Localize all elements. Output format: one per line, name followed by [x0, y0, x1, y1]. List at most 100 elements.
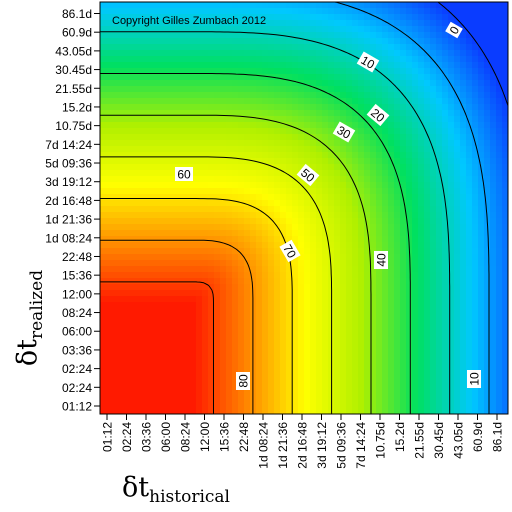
- heatmap-cell: [226, 326, 233, 333]
- heatmap-cell: [130, 236, 137, 243]
- heatmap-cell: [460, 8, 467, 15]
- heatmap-cell: [460, 320, 467, 327]
- heatmap-cell: [280, 92, 287, 99]
- heatmap-cell: [316, 20, 323, 27]
- heatmap-cell: [466, 104, 473, 111]
- heatmap-cell: [448, 146, 455, 153]
- heatmap-cell: [130, 368, 137, 375]
- heatmap-cell: [136, 230, 143, 237]
- heatmap-cell: [478, 86, 485, 93]
- heatmap-cell: [160, 26, 167, 33]
- heatmap-cell: [490, 278, 497, 285]
- heatmap-cell: [172, 368, 179, 375]
- heatmap-cell: [316, 212, 323, 219]
- heatmap-cell: [292, 2, 299, 9]
- heatmap-cell: [160, 128, 167, 135]
- heatmap-cell: [334, 236, 341, 243]
- heatmap-cell: [130, 14, 137, 21]
- heatmap-cell: [346, 248, 353, 255]
- heatmap-cell: [370, 26, 377, 33]
- heatmap-cell: [118, 308, 125, 315]
- heatmap-cell: [136, 32, 143, 39]
- heatmap-cell: [418, 290, 425, 297]
- heatmap-cell: [100, 368, 107, 375]
- heatmap-cell: [472, 404, 479, 411]
- heatmap-cell: [184, 74, 191, 81]
- heatmap-cell: [238, 62, 245, 69]
- heatmap-cell: [238, 320, 245, 327]
- heatmap-cell: [214, 338, 221, 345]
- heatmap-cell: [442, 14, 449, 21]
- heatmap-cell: [496, 338, 503, 345]
- heatmap-cell: [112, 98, 119, 105]
- heatmap-cell: [448, 392, 455, 399]
- heatmap-cell: [490, 176, 497, 183]
- heatmap-cell: [184, 26, 191, 33]
- heatmap-cell: [310, 398, 317, 405]
- heatmap-cell: [166, 158, 173, 165]
- heatmap-cell: [286, 368, 293, 375]
- heatmap-cell: [142, 272, 149, 279]
- heatmap-cell: [442, 398, 449, 405]
- heatmap-cell: [232, 350, 239, 357]
- heatmap-cell: [466, 56, 473, 63]
- heatmap-cell: [106, 254, 113, 261]
- contour-label: 10: [467, 370, 482, 388]
- heatmap-cell: [118, 164, 125, 171]
- heatmap-cell: [118, 122, 125, 129]
- heatmap-cell: [376, 296, 383, 303]
- heatmap-cell: [490, 260, 497, 267]
- heatmap-cell: [466, 218, 473, 225]
- heatmap-cell: [106, 2, 113, 9]
- heatmap-cell: [160, 38, 167, 45]
- heatmap-cell: [454, 362, 461, 369]
- heatmap-cell: [454, 20, 461, 27]
- heatmap-cell: [184, 218, 191, 225]
- heatmap-cell: [436, 302, 443, 309]
- heatmap-cell: [466, 308, 473, 315]
- heatmap-cell: [232, 284, 239, 291]
- heatmap-cell: [328, 134, 335, 141]
- heatmap-cell: [280, 410, 287, 414]
- heatmap-cell: [220, 152, 227, 159]
- heatmap-cell: [334, 326, 341, 333]
- heatmap-cell: [370, 32, 377, 39]
- heatmap-cell: [118, 368, 125, 375]
- heatmap-cell: [364, 26, 371, 33]
- heatmap-cell: [316, 362, 323, 369]
- heatmap-cell: [490, 212, 497, 219]
- heatmap-cell: [394, 62, 401, 69]
- heatmap-cell: [472, 14, 479, 21]
- heatmap-cell: [244, 266, 251, 273]
- heatmap-cell: [268, 98, 275, 105]
- heatmap-cell: [268, 284, 275, 291]
- heatmap-cell: [226, 386, 233, 393]
- heatmap-cell: [316, 218, 323, 225]
- heatmap-cell: [130, 80, 137, 87]
- heatmap-cell: [214, 74, 221, 81]
- heatmap-cell: [490, 236, 497, 243]
- heatmap-cell: [442, 146, 449, 153]
- heatmap-cell: [148, 392, 155, 399]
- heatmap-cell: [388, 200, 395, 207]
- heatmap-cell: [448, 80, 455, 87]
- heatmap-cell: [298, 200, 305, 207]
- heatmap-cell: [316, 158, 323, 165]
- heatmap-cell: [184, 290, 191, 297]
- heatmap-cell: [154, 332, 161, 339]
- heatmap-cell: [280, 236, 287, 243]
- heatmap-cell: [226, 122, 233, 129]
- heatmap-cell: [256, 38, 263, 45]
- heatmap-cell: [166, 194, 173, 201]
- heatmap-cell: [184, 278, 191, 285]
- heatmap-cell: [148, 50, 155, 57]
- heatmap-cell: [274, 134, 281, 141]
- heatmap-cell: [442, 362, 449, 369]
- heatmap-cell: [292, 206, 299, 213]
- heatmap-cell: [496, 302, 503, 309]
- heatmap-cell: [274, 266, 281, 273]
- heatmap-cell: [268, 44, 275, 51]
- heatmap-cell: [130, 380, 137, 387]
- heatmap-cell: [106, 134, 113, 141]
- heatmap-cell: [184, 224, 191, 231]
